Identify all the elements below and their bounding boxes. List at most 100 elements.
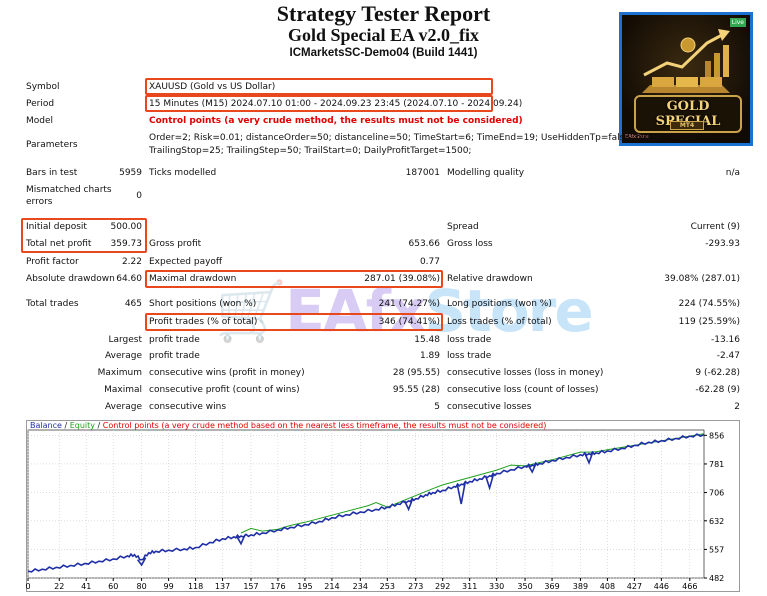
loss-trades-value: 119 (25.59%) [678, 317, 740, 327]
parameters-line1: Order=2; Risk=0.01; distanceOrder=50; di… [149, 133, 661, 143]
gross-profit-label: Gross profit [149, 239, 202, 249]
x-tick-label: 41 [81, 582, 91, 591]
x-tick-label: 99 [164, 582, 174, 591]
y-tick-label: 632 [709, 517, 724, 526]
long-positions-label: Long positions (won %) [447, 299, 552, 309]
expected-payoff-label: Expected payoff [149, 257, 223, 267]
largest-loss-trade-label: loss trade [447, 335, 492, 345]
x-tick-label: 22 [54, 582, 64, 591]
x-tick-label: 350 [517, 582, 532, 591]
watermark-part2: Store [424, 277, 593, 345]
average-consecutive-losses-label: consecutive losses [447, 402, 532, 412]
net-profit-label: Total net profit [26, 239, 92, 249]
x-tick-label: 60 [108, 582, 118, 591]
max-consecutive-losses-value: 9 (-62.28) [695, 368, 740, 378]
parameters-line2: TrailingStop=25; TrailingStep=50; TrailS… [149, 146, 472, 156]
short-positions-value: 241 (74.27%) [378, 299, 440, 309]
x-tick-label: 408 [600, 582, 615, 591]
average-loss-trade-value: -2.47 [716, 351, 740, 361]
y-tick-label: 482 [709, 574, 724, 583]
legend-equity: Equity [69, 421, 95, 430]
ea-name: Gold Special EA v2.0_fix [287, 25, 480, 45]
average-consecutive-wins-label: consecutive wins [149, 402, 227, 412]
x-tick-label: 389 [573, 582, 588, 591]
y-tick-label: 706 [709, 489, 724, 498]
quality-label: Modelling quality [447, 168, 525, 178]
report-title: Strategy Tester Report [276, 1, 491, 26]
x-tick-label: 273 [408, 582, 423, 591]
legend-separator-2: / [94, 421, 103, 430]
drawdown-spike [136, 557, 147, 567]
absolute-drawdown-label: Absolute drawdown [26, 274, 115, 284]
x-tick-label: 157 [243, 582, 258, 591]
deposit-value: 500.00 [110, 222, 143, 232]
x-tick-label: 311 [462, 582, 477, 591]
expected-payoff-value: 0.77 [419, 257, 440, 267]
x-tick-label: 446 [654, 582, 669, 591]
x-tick-label: 369 [544, 582, 559, 591]
mismatch-value: 0 [136, 191, 142, 201]
largest-profit-trade-value: 15.48 [414, 335, 440, 345]
max-consecutive-wins-value: 28 (95.55) [392, 368, 440, 378]
profit-factor-value: 2.22 [121, 257, 142, 267]
profit-factor-label: Profit factor [26, 257, 79, 267]
symbol-value: XAUUSD (Gold vs US Dollar) [149, 82, 276, 92]
largest-profit-trade-label: profit trade [149, 335, 200, 345]
balance-chart-svg: 482 557 632 706 781 856 0 22 41 60 80 99 118 137 157 17… [25, 420, 740, 592]
maximum-label: Maximum [97, 368, 142, 378]
relative-drawdown-label: Relative drawdown [447, 274, 533, 284]
x-tick-label: 234 [353, 582, 368, 591]
balance-chart: 482 557 632 706 781 856 0 22 41 60 80 99 118 137 157 17… [25, 420, 740, 592]
symbol-highlight-box [145, 78, 493, 95]
long-positions-value: 224 (74.55%) [678, 299, 740, 309]
x-tick-label: 80 [137, 582, 147, 591]
deposit-label: Initial deposit [26, 222, 87, 232]
x-tick-label: 292 [435, 582, 450, 591]
ticks-label: Ticks modelled [149, 168, 217, 178]
x-tick-label: 427 [627, 582, 642, 591]
plot-area [27, 429, 705, 579]
x-tick-label: 466 [682, 582, 697, 591]
total-trades-value: 465 [124, 299, 142, 309]
mismatch-label2: errors [26, 197, 53, 207]
x-tick-label: 137 [215, 582, 230, 591]
gross-profit-value: 653.66 [408, 239, 441, 249]
eafx-store-watermark: 🛒EAfxStore [215, 277, 594, 346]
max-consecutive-wins-label: consecutive wins (profit in money) [149, 368, 305, 378]
period-highlight-box [145, 95, 493, 112]
drawdown-spike [456, 482, 466, 505]
maximal-consecutive-profit-label: consecutive profit (count of wins) [149, 385, 300, 395]
maximal-consecutive-profit-value: 95.55 (28) [392, 385, 440, 395]
mismatch-label1: Mismatched charts [26, 185, 112, 195]
net-profit-value: 359.73 [110, 239, 143, 249]
gold-special-logo: Live GOLD SPECIAL MT4 EAfxStore [619, 12, 753, 146]
profit-trades-highlight-box [145, 313, 443, 331]
logo-mark: EAfxStore [625, 134, 650, 140]
maximal-drawdown-label: Maximal drawdown [149, 274, 237, 284]
loss-trades-label: Loss trades (% of total) [447, 317, 552, 327]
gross-loss-label: Gross loss [447, 239, 493, 249]
x-tick-label: 0 [26, 582, 31, 591]
spread-value: Current (9) [690, 222, 740, 232]
average-profit-trade-value: 1.89 [419, 351, 440, 361]
spread-label: Spread [447, 222, 479, 232]
quality-value: n/a [725, 168, 740, 178]
drawdown-spike [527, 462, 537, 474]
x-tick-label: 118 [188, 582, 203, 591]
maximal-consecutive-loss-value: -62.28 (9) [695, 385, 740, 395]
ticks-value: 187001 [405, 168, 440, 178]
server-name: ICMarketsSC-Demo04 (Build 1441) [289, 47, 478, 59]
x-tick-label: 214 [324, 582, 339, 591]
average-consecutive-losses-value: 2 [734, 402, 740, 412]
y-tick-label: 781 [709, 460, 724, 469]
absolute-drawdown-value: 64.60 [116, 274, 142, 284]
relative-drawdown-value: 39.08% (287.01) [664, 274, 740, 284]
x-tick-label: 253 [380, 582, 395, 591]
short-positions-label: Short positions (won %) [149, 299, 257, 309]
watermark-part1: 🛒EAfx [215, 277, 426, 345]
maximal-consecutive-loss-label: consecutive loss (count of losses) [447, 385, 599, 395]
gross-loss-value: -293.93 [705, 239, 740, 249]
drawdown-spike [484, 473, 495, 491]
average-profit-trade-label: profit trade [149, 351, 200, 361]
legend-balance: Balance [30, 421, 62, 430]
